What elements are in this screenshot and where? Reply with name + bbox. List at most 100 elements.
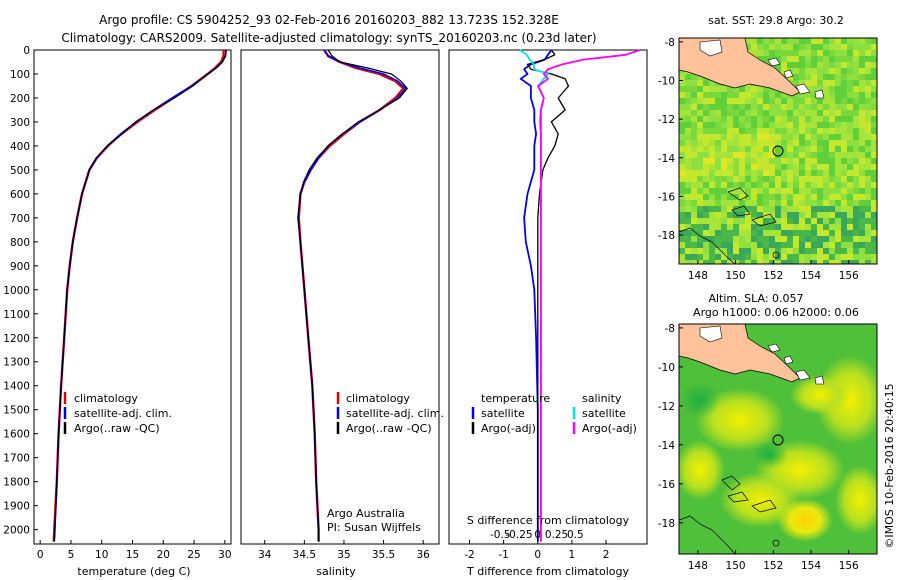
sla-map-title2: Argo h1000: 0.06 h2000: 0.06 [693,306,859,319]
sst-pixel [793,50,799,56]
sst-pixel [793,56,799,62]
sst-pixel [811,230,817,236]
sst-pixel [817,224,823,230]
sst-pixel [751,182,757,188]
sst-pixel [781,122,787,128]
sst-pixel [685,260,691,264]
sst-pixel [697,146,703,152]
sst-pixel [811,128,817,134]
sst-pixel [811,236,817,242]
sst-pixel [805,236,811,242]
sst-pixel [727,158,733,164]
sst-pixel [793,98,799,104]
sst-pixel [721,218,727,224]
sst-pixel [751,86,757,92]
sst-pixel [679,230,685,236]
sst-pixel [763,128,769,134]
sst-pixel [865,44,871,50]
sst-pixel [685,158,691,164]
sst-pixel [751,230,757,236]
sst-pixel [703,248,709,254]
x-tick-label: 2 [603,549,610,561]
sst-pixel [805,242,811,248]
sst-pixel [685,116,691,122]
sst-pixel [817,176,823,182]
sst-pixel [769,110,775,116]
sst-pixel [685,170,691,176]
sst-pixel [685,74,691,80]
sst-pixel [811,170,817,176]
sst-pixel [859,122,865,128]
sst-pixel [829,140,835,146]
sst-pixel [781,194,787,200]
sst-pixel [793,242,799,248]
sst-pixel [715,242,721,248]
sst-pixel [691,194,697,200]
sst-pixel [853,38,859,44]
sst-pixel [829,116,835,122]
sst-pixel [775,38,781,44]
sst-pixel [859,194,865,200]
sst-pixel [715,140,721,146]
sla-map-land-blank [699,325,723,343]
sst-pixel [799,56,805,62]
map-lon-label: 150 [726,270,746,282]
sst-pixel [703,260,709,264]
sst-pixel [817,146,823,152]
sst-pixel [835,242,841,248]
sst-pixel [769,122,775,128]
sst-pixel [709,248,715,254]
sst-pixel [745,122,751,128]
sst-pixel [697,188,703,194]
sst-pixel [703,146,709,152]
sst-pixel [679,104,685,110]
sst-pixel [781,224,787,230]
legend2-climatology-label: climatology [346,392,410,405]
sst-pixel [787,236,793,242]
sst-pixel [805,146,811,152]
sst-pixel [859,230,865,236]
sst-pixel [865,224,871,230]
sst-pixel [775,206,781,212]
sst-pixel [751,92,757,98]
sst-pixel [853,134,859,140]
sst-pixel [817,122,823,128]
sst-pixel [745,254,751,260]
sst-pixel [679,98,685,104]
sst-pixel [685,194,691,200]
sst-pixel [739,260,745,264]
x-tick-label: 34 [258,549,272,561]
sst-pixel [715,134,721,140]
sst-pixel [829,224,835,230]
sst-pixel [835,104,841,110]
sst-pixel [835,158,841,164]
sst-pixel [715,194,721,200]
sst-pixel [817,98,823,104]
legend-satellite-label: satellite-adj. clim. [74,407,172,420]
sst-pixel [739,194,745,200]
depth-tick-label: 1200 [3,333,30,345]
sst-pixel [727,140,733,146]
sst-pixel [757,182,763,188]
sst-pixel [841,182,847,188]
sst-pixel [715,86,721,92]
depth-tick-label: 0 [23,45,30,57]
sst-pixel [721,152,727,158]
sst-pixel [709,158,715,164]
sst-pixel [793,140,799,146]
sst-pixel [745,44,751,50]
sst-pixel [793,122,799,128]
sst-pixel [709,224,715,230]
sst-pixel [691,86,697,92]
sst-pixel [835,152,841,158]
sst-pixel [799,152,805,158]
sst-pixel [709,200,715,206]
sla-map: Altim. SLA: 0.057 Argo h1000: 0.06 h2000… [658,292,878,572]
sst-pixel [829,50,835,56]
sst-pixel [781,260,787,264]
sst-pixel [853,212,859,218]
sst-pixel [811,116,817,122]
sst-pixel [853,146,859,152]
sst-pixel [781,230,787,236]
sst-pixel [799,110,805,116]
